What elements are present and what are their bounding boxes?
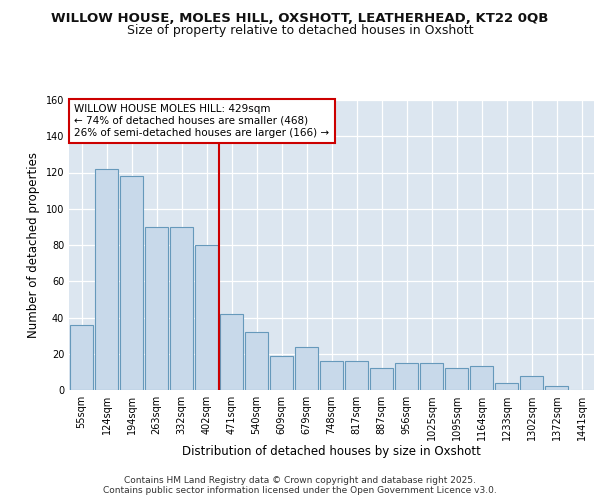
Bar bbox=[194, 245, 218, 390]
X-axis label: Distribution of detached houses by size in Oxshott: Distribution of detached houses by size … bbox=[182, 444, 481, 458]
Bar bbox=[520, 376, 544, 390]
Bar bbox=[445, 368, 469, 390]
Bar bbox=[295, 346, 319, 390]
Bar bbox=[344, 361, 368, 390]
Bar bbox=[170, 227, 193, 390]
Bar bbox=[470, 366, 493, 390]
Y-axis label: Number of detached properties: Number of detached properties bbox=[27, 152, 40, 338]
Text: WILLOW HOUSE MOLES HILL: 429sqm
← 74% of detached houses are smaller (468)
26% o: WILLOW HOUSE MOLES HILL: 429sqm ← 74% of… bbox=[74, 104, 329, 138]
Bar bbox=[494, 383, 518, 390]
Bar bbox=[320, 361, 343, 390]
Bar bbox=[245, 332, 268, 390]
Bar bbox=[119, 176, 143, 390]
Bar bbox=[95, 169, 118, 390]
Bar bbox=[269, 356, 293, 390]
Text: WILLOW HOUSE, MOLES HILL, OXSHOTT, LEATHERHEAD, KT22 0QB: WILLOW HOUSE, MOLES HILL, OXSHOTT, LEATH… bbox=[52, 12, 548, 26]
Text: Size of property relative to detached houses in Oxshott: Size of property relative to detached ho… bbox=[127, 24, 473, 37]
Text: Contains HM Land Registry data © Crown copyright and database right 2025.
Contai: Contains HM Land Registry data © Crown c… bbox=[103, 476, 497, 495]
Bar bbox=[395, 363, 418, 390]
Bar bbox=[70, 325, 94, 390]
Bar bbox=[145, 227, 169, 390]
Bar bbox=[545, 386, 568, 390]
Bar bbox=[419, 363, 443, 390]
Bar bbox=[220, 314, 244, 390]
Bar bbox=[370, 368, 394, 390]
